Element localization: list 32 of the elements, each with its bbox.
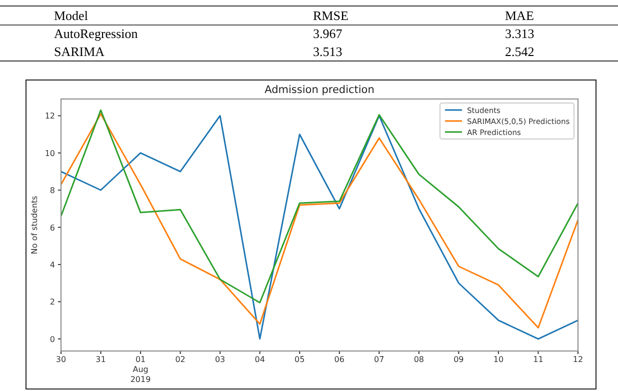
x-tick-label: 31 (96, 355, 106, 364)
x-tick-label: 12 (572, 355, 584, 364)
x-tick-label: 10 (493, 355, 504, 364)
y-axis-title: No of students (30, 196, 39, 254)
x-tick-label: 09 (454, 355, 464, 364)
text: 3.513 (313, 44, 342, 59)
x-tick-label: 02 (175, 355, 186, 364)
y-tick-label: 12 (44, 112, 55, 121)
chart-title: Admission prediction (264, 84, 374, 96)
x-tick-label: 04 (254, 355, 265, 364)
x-tick-label: 08 (414, 355, 424, 364)
y-tick-label: 6 (50, 223, 55, 232)
text: SARIMA (54, 44, 106, 59)
text: RMSE (313, 8, 348, 23)
text: AutoRegression (54, 26, 138, 41)
text: 3.967 (313, 26, 343, 41)
text: MAE (505, 8, 534, 23)
y-tick-label: 4 (50, 260, 55, 270)
x-tick-label: 30 (56, 355, 66, 364)
x-tick-label: 07 (374, 355, 384, 364)
x-tick-label: 11 (533, 355, 544, 364)
y-tick-label: 10 (44, 148, 55, 158)
text: Model (54, 8, 88, 23)
y-tick-label: 2 (50, 298, 55, 307)
x-tick-label: 05 (294, 355, 305, 364)
text: 2.542 (505, 44, 534, 59)
y-tick-label: 0 (50, 334, 55, 344)
y-tick-label: 8 (50, 186, 55, 196)
text: 3.313 (505, 26, 534, 41)
x-tick-label: 01 Aug 2019 (130, 355, 151, 384)
x-tick-label: 06 (334, 355, 344, 364)
x-tick-label: 03 (214, 355, 226, 364)
